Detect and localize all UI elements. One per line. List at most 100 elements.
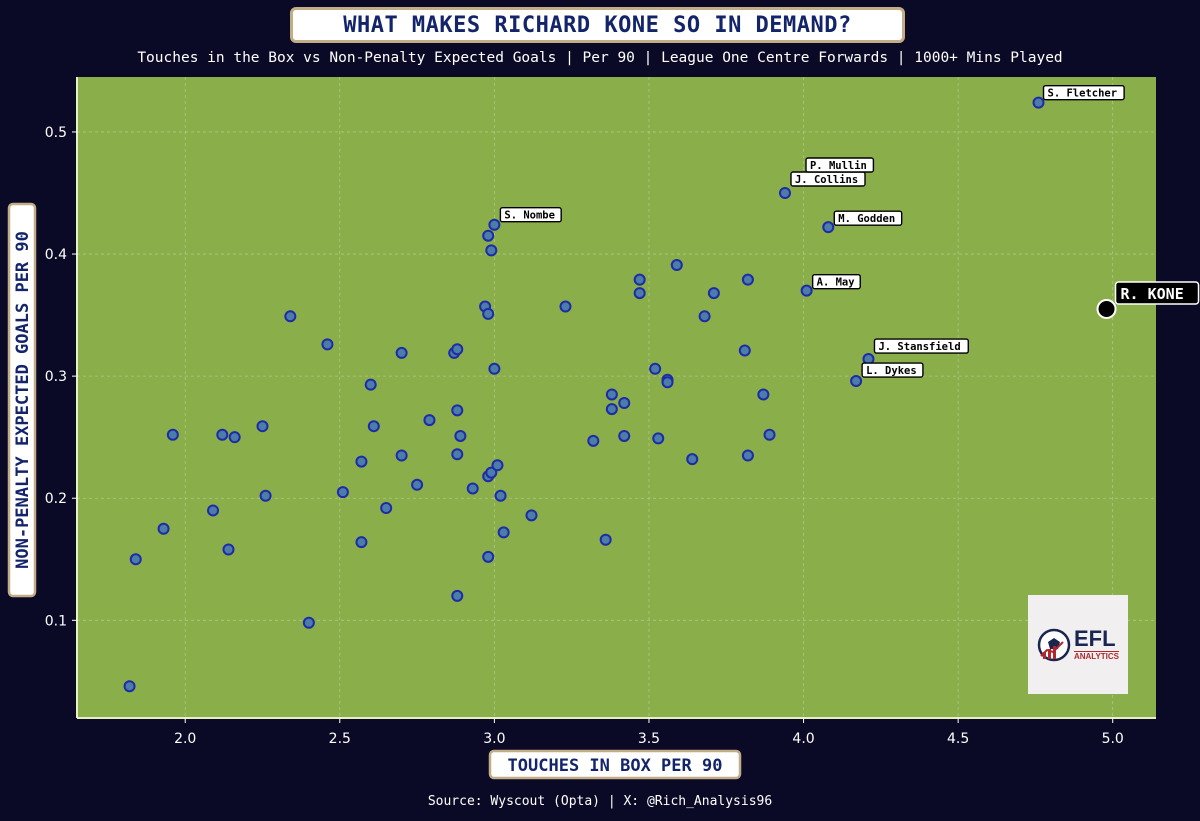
player-label-box [861,362,924,378]
player-label: L. Dykes [861,362,924,378]
highlight-label-text: R. KONE [1121,285,1184,303]
scatter-point [284,310,297,323]
scatter-point [605,388,618,401]
scatter-point [800,284,813,297]
scatter-point [395,449,408,462]
player-label: J. Stansfield [873,338,969,354]
source-note: Source: Wyscout (Opta) | X: @Rich_Analys… [427,794,773,809]
scatter-point [411,478,424,491]
scatter-point [670,259,683,272]
scatter-point [123,680,136,693]
scatter-point [587,434,600,447]
y-tick-label: 0.3 [45,369,67,385]
scatter-point [482,307,495,320]
scatter-point [166,428,179,441]
scatter-point [321,338,334,351]
player-label-box [1042,84,1125,101]
logo-analytics-text: ANALYTICS [1073,651,1120,661]
scatter-point [649,362,662,375]
logo-efl-text: EFL [1073,626,1116,651]
scatter-point [618,429,631,442]
player-label: S. Nombe [499,207,562,223]
scatter-point [652,432,665,445]
player-label: P. Mullin [805,157,875,173]
player-label-box [499,207,562,223]
scatter-point [222,543,235,556]
scatter-point [129,553,142,566]
chart-title: WHAT MAKES RICHARD KONE SO IN DEMAND? [290,7,905,43]
highlight-point [1096,298,1117,319]
x-axis-title: TOUCHES IN BOX PER 90 [508,756,723,776]
player-label-text: M. Godden [838,213,895,225]
scatter-point [618,396,631,409]
chart-subtitle: Touches in the Box vs Non-Penalty Expect… [137,50,1063,66]
scatter-point [488,362,501,375]
y-tick-label: 0.1 [45,613,67,629]
scatter-point [482,229,495,242]
x-tick-label: 4.0 [792,731,814,747]
highlight-label-box [1114,281,1200,305]
scatter-point [698,310,711,323]
scatter-point [757,388,770,401]
scatter-point [559,300,572,313]
data-points [123,96,1117,693]
player-label-box [805,157,875,173]
point-labels: S. Nombe J. Collins P. Mullin M. Godden A. M… [499,84,1200,378]
x-tick-label: 4.5 [947,731,969,747]
scatter-point [380,501,393,514]
scatter-point [741,273,754,286]
scatter-point [850,375,863,388]
scatter-point [488,218,501,231]
x-tick-label: 2.0 [174,731,196,747]
scatter-point [336,486,349,499]
highlight-label: R. KONE [1114,281,1200,305]
y-tick-label: 0.4 [45,247,67,263]
scatter-point [525,509,538,522]
x-axis-title-box [488,749,742,780]
scatter-point [822,221,835,234]
scatter-point [207,504,220,517]
player-label-box [873,338,969,354]
efl-analytics-logo: EFL ANALYTICS [1028,595,1128,694]
scatter-point [741,449,754,462]
y-tick-label: 0.2 [45,491,67,507]
tick-labels: 2.0 2.5 3.0 3.5 4.0 4.5 5.0 0.1 0.2 0.3 0.4 0.5 [45,125,1124,747]
x-tick-label: 2.5 [329,731,351,747]
y-tick-label: 0.5 [45,125,67,141]
football-chart-icon [1037,628,1071,661]
scatter-point [259,489,272,502]
scatter-point [661,376,674,389]
scatter-point [454,429,467,442]
scatter-point [491,459,504,472]
scatter-point [228,431,241,444]
player-label-box [811,273,861,290]
player-label-text: P. Mullin [810,160,867,172]
scatter-point [423,414,436,427]
player-label-text: J. Collins [795,174,858,186]
scatter-point [633,273,646,286]
scatter-point [485,244,498,257]
scatter-point [738,344,751,357]
scatter-point [451,589,464,602]
player-label: A. May [811,273,861,290]
scatter-point [1032,96,1045,109]
scatter-point [605,403,618,416]
player-label: J. Collins [790,171,866,187]
x-tick-label: 5.0 [1102,731,1124,747]
scatter-point [482,550,495,563]
x-tick-label: 3.5 [638,731,660,747]
scatter-point [466,482,479,495]
scatter-point [451,343,464,356]
scatter-point [451,448,464,461]
scatter-point [451,404,464,417]
player-label-box [833,210,903,226]
scatter-point [367,420,380,433]
x-tick-label: 3.0 [483,731,505,747]
scatter-point [494,489,507,502]
y-axis-title-group: NON-PENALTY EXPECTED GOALS PER 90 [7,202,37,598]
scatter-point [686,453,699,466]
scatter-point [157,522,170,535]
player-label: S. Fletcher [1042,84,1125,101]
scatter-point [633,287,646,300]
